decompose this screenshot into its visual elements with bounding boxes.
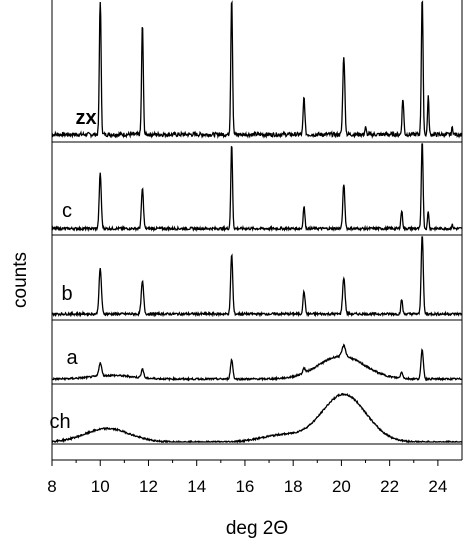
x-tick-label: 24 — [428, 477, 447, 496]
panels-group: zx c b a ch — [49, 0, 463, 444]
x-tick-label: 10 — [91, 477, 110, 496]
series-line-a — [51, 343, 463, 382]
panel-label-zx: zx — [75, 107, 96, 129]
panel-label-ch: ch — [49, 411, 70, 433]
x-tick-label: 14 — [187, 477, 206, 496]
x-tick-label: 8 — [47, 477, 56, 496]
x-tick-label: 20 — [332, 477, 351, 496]
series-line-c — [51, 143, 463, 233]
panel-label-a: a — [66, 347, 78, 369]
axes-group: 8 10 12 14 16 18 20 22 24 — [47, 0, 463, 496]
series-line-b — [51, 236, 463, 318]
y-axis-title: counts — [10, 252, 31, 308]
series-line-zx — [51, 0, 463, 140]
x-tick-label: 16 — [235, 477, 254, 496]
panel-label-c: c — [62, 200, 72, 222]
x-tick-label: 12 — [139, 477, 158, 496]
x-tick-label: 22 — [380, 477, 399, 496]
panel-label-b: b — [61, 283, 72, 305]
x-axis-title: deg 2Θ — [226, 518, 288, 539]
series-line-ch — [51, 392, 462, 444]
x-tick-label: 18 — [284, 477, 303, 496]
